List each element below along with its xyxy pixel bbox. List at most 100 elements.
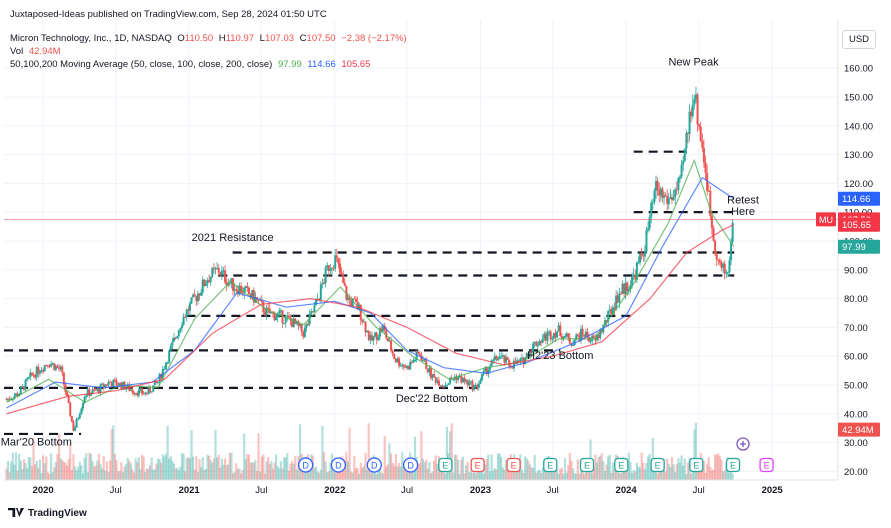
candle-body: [110, 382, 113, 387]
candle-body: [29, 372, 32, 378]
volume-bar: [97, 453, 101, 480]
candle-body: [463, 377, 466, 382]
currency-button[interactable]: USD: [842, 30, 876, 49]
candle-body: [667, 198, 670, 205]
volume-bar: [54, 462, 57, 480]
candle-body: [118, 382, 121, 386]
time-tick-label: 2025: [762, 485, 784, 496]
candle-body: [351, 298, 354, 306]
volume-bar: [265, 461, 268, 480]
volume-bar: [498, 453, 501, 480]
volume-bar: [215, 457, 219, 480]
tradingview-logo[interactable]: TradingView: [8, 508, 87, 519]
volume-bar: [557, 473, 560, 480]
candle-body: [487, 369, 490, 375]
volume-bar: [49, 453, 53, 480]
volume-bar: [568, 452, 571, 480]
volume-bar: [321, 425, 324, 480]
ma-label[interactable]: 50,100,200 Moving Average (50, close, 10…: [10, 59, 273, 70]
candle-body: [70, 416, 73, 422]
candle-body: [655, 180, 658, 191]
volume-bar: [378, 467, 381, 480]
volume-bar: [137, 457, 140, 480]
volume-bar: [431, 471, 434, 480]
candle-body: [37, 366, 40, 374]
volume-bar: [279, 461, 283, 480]
candle-body: [445, 384, 448, 386]
time-tick-label: 2024: [616, 485, 638, 496]
candle-body: [688, 111, 691, 134]
volume-bar: [276, 465, 279, 480]
volume-bar: [613, 470, 616, 480]
volume-bar: [145, 468, 148, 480]
candle-body: [38, 372, 41, 374]
volume-label[interactable]: Vol: [10, 46, 24, 57]
volume-bar: [24, 463, 27, 480]
candle-body: [580, 328, 583, 341]
volume-bar: [595, 462, 599, 480]
volume-bar: [495, 469, 498, 480]
event-marker-letter: E: [442, 461, 448, 471]
candle-body: [91, 389, 94, 394]
candle-body: [556, 331, 559, 338]
candle-body: [219, 272, 222, 276]
candle-body: [694, 94, 697, 99]
volume-bar: [567, 465, 570, 480]
candle-body: [380, 328, 383, 332]
candle-body: [204, 283, 207, 287]
volume-bar: [638, 467, 642, 480]
price-tag: [838, 217, 880, 232]
event-marker-letter: E: [475, 461, 481, 471]
event-marker-letter: E: [547, 461, 553, 471]
annotation-text: Dec'22 Bottom: [396, 393, 468, 405]
candle-body: [725, 272, 728, 274]
volume-bar: [524, 456, 527, 480]
volume-legend[interactable]: Vol 42.94M: [10, 46, 64, 57]
volume-bar: [268, 463, 271, 480]
symbol-legend[interactable]: Micron Technology, Inc., 1D, NASDAQ O110…: [10, 33, 410, 44]
volume-bar: [123, 466, 126, 480]
volume-bar: [449, 431, 452, 480]
volume-bar: [693, 429, 696, 480]
volume-bar: [464, 465, 468, 480]
volume-bar: [64, 462, 67, 480]
ma-legend[interactable]: 50,100,200 Moving Average (50, close, 10…: [10, 59, 373, 70]
volume-bar: [397, 462, 401, 480]
candle-body: [93, 389, 96, 391]
volume-bar: [284, 457, 287, 480]
ma100-line: [6, 176, 735, 409]
volume-bar: [121, 472, 125, 480]
candle-body: [533, 341, 536, 344]
volume-bar: [678, 462, 682, 480]
volume-bar: [37, 468, 40, 480]
candle-body: [74, 427, 77, 431]
volume-bar: [607, 456, 610, 480]
candle-body: [115, 380, 118, 386]
candle-body: [653, 190, 656, 203]
candle-body: [340, 272, 343, 275]
volume-bar: [600, 453, 603, 480]
event-marker-letter: E: [693, 461, 699, 471]
volume-bar: [354, 468, 358, 480]
candle-body: [286, 315, 289, 317]
candle-body: [276, 313, 279, 318]
volume-bar: [192, 456, 195, 480]
volume-bar: [707, 457, 710, 480]
volume-bar: [656, 473, 659, 480]
time-axis[interactable]: 2020 Jul 2021 Jul 2022 Jul 2023 Jul 2024 Jul 2025: [4, 479, 838, 496]
volume-bar: [200, 467, 203, 480]
volume-bar: [69, 443, 72, 480]
volume-bar: [533, 454, 536, 480]
volume-bar: [206, 454, 209, 480]
symbol-name[interactable]: Micron Technology, Inc., 1D, NASDAQ: [10, 33, 172, 44]
volume-bar: [171, 460, 174, 480]
volume-bar: [471, 472, 474, 480]
volume-bar: [45, 456, 48, 480]
candle-body: [177, 330, 180, 337]
volume-bar: [559, 469, 562, 480]
volume-bar: [664, 471, 667, 480]
candle-body: [172, 337, 175, 342]
